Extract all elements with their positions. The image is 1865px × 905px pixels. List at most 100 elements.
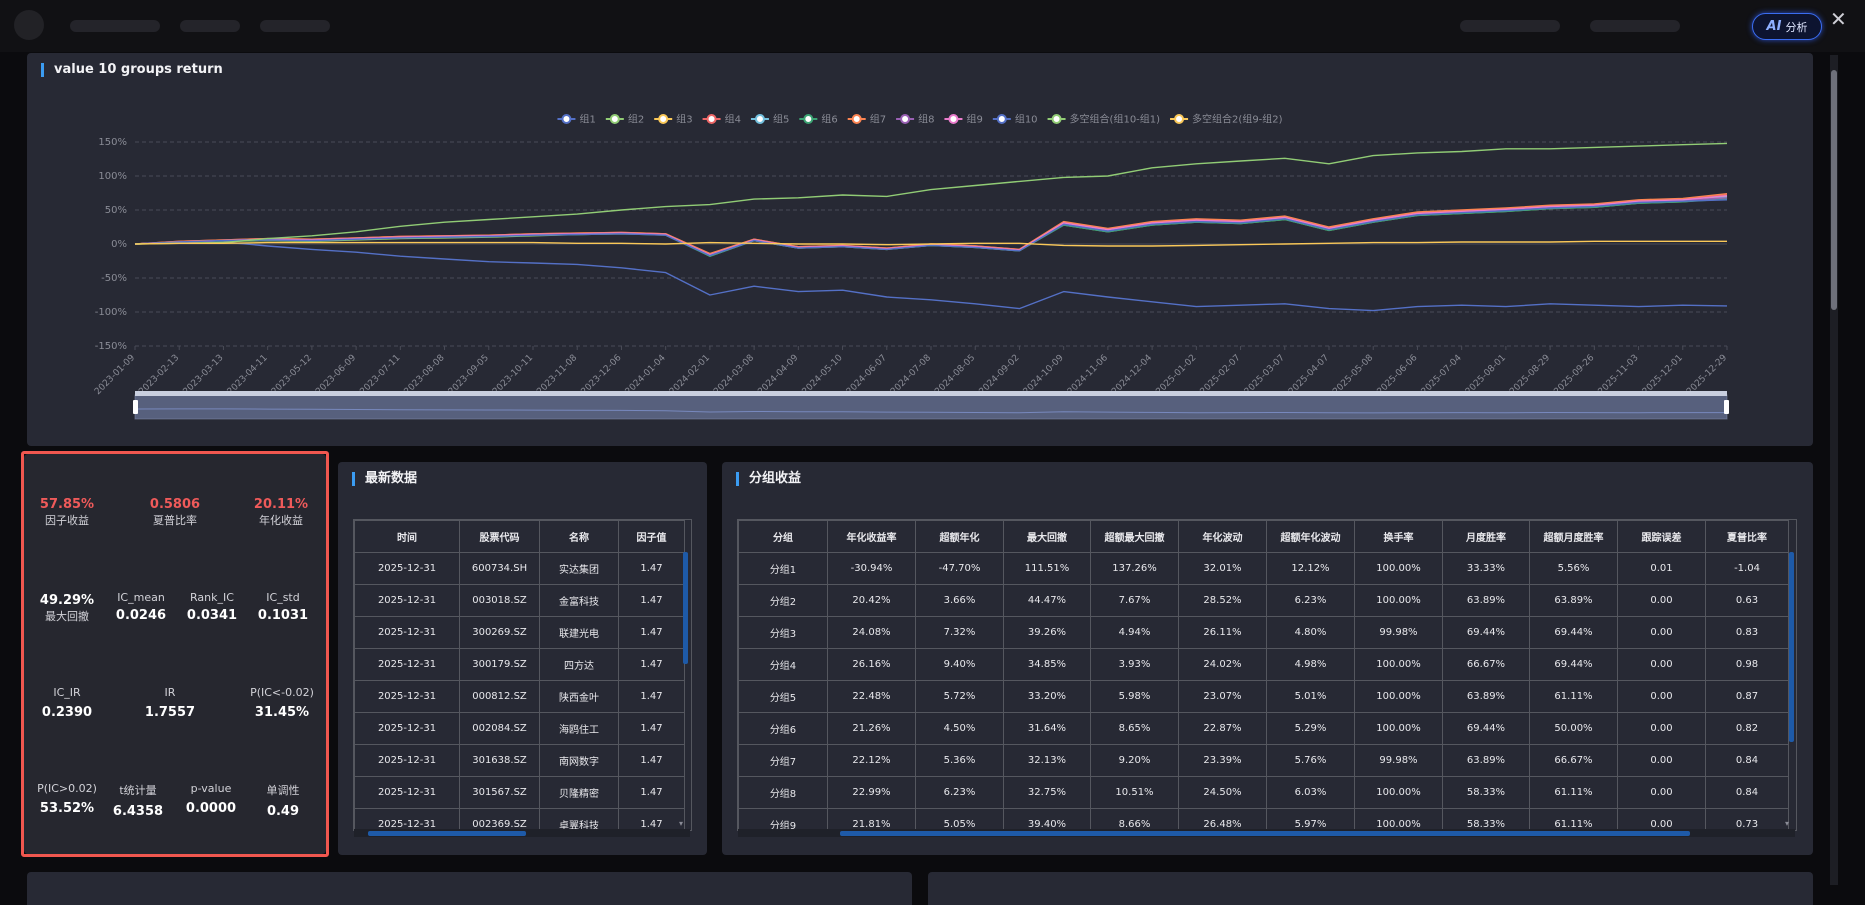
legend-label[interactable]: 组2 xyxy=(628,113,644,126)
legend-label[interactable]: 组1 xyxy=(579,113,595,126)
table-row[interactable]: 2025-12-31 300269.SZ 联建光电 1.47 xyxy=(354,616,685,649)
table-row[interactable]: 分组9 21.81% 5.05% 39.40% 8.66% 26.48% 5.97% 100.… xyxy=(738,808,1789,830)
column-header: 超额月度胜率 xyxy=(1529,520,1618,553)
legend-marker xyxy=(658,114,669,124)
legend-marker xyxy=(851,114,862,124)
table-row[interactable]: 2025-12-31 000812.SZ 陕西金叶 1.47 xyxy=(354,680,685,713)
legend-marker xyxy=(996,114,1007,124)
table-row[interactable]: 分组3 24.08% 7.32% 39.26% 4.94% 26.11% 4.80% 99.9… xyxy=(738,616,1789,649)
page-scroll-thumb[interactable] xyxy=(1831,70,1837,310)
table-row[interactable]: 分组4 26.16% 9.40% 34.85% 3.93% 24.02% 4.98% 100.… xyxy=(738,648,1789,681)
column-header: 年化波动 xyxy=(1178,520,1267,553)
table-row[interactable]: 2025-12-31 301567.SZ 贝隆精密 1.47 xyxy=(354,776,685,809)
stat-value: 20.11% xyxy=(253,497,309,512)
line-chart[interactable]: 150%100%50%0%-50%-100%-150%2023-01-09 202… xyxy=(27,53,1813,446)
table-cell: 0.00 xyxy=(1617,776,1706,809)
x-tick-label: 2024-11-06 xyxy=(1066,353,1110,397)
ai-analysis-button[interactable]: AI 分析 xyxy=(1752,13,1822,40)
vertical-scrollbar[interactable] xyxy=(683,552,688,664)
column-header: 因子值 xyxy=(618,520,685,553)
table-cell: 0.87 xyxy=(1705,680,1789,713)
legend-marker xyxy=(754,114,765,124)
table-cell: 66.67% xyxy=(1529,744,1618,777)
stat-factor-return: 57.85% 因子收益 xyxy=(32,497,102,528)
app-logo xyxy=(14,10,44,40)
stat-p-ic-negative: P(IC<-0.02) 31.45% xyxy=(242,686,322,720)
datazoom-preview xyxy=(134,408,1727,414)
group-return-table-wrap[interactable]: 分组 年化收益率 超额年化 最大回撤 超额最大回撤 年化波动 超额年化波动 换手率 月度胜率 超额… xyxy=(737,519,1797,831)
table-cell: 7.32% xyxy=(915,616,1004,649)
x-tick-label: 2025-11-03 xyxy=(1597,353,1641,397)
scroll-down-icon[interactable]: ▾ xyxy=(679,819,684,828)
legend-label[interactable]: 多空组合2(组9-组2) xyxy=(1192,113,1283,126)
stat-ir: IR 1.7557 xyxy=(135,686,205,720)
table-row[interactable]: 分组6 21.26% 4.50% 31.64% 8.65% 22.87% 5.29% 100.… xyxy=(738,712,1789,745)
table-row[interactable]: 2025-12-31 301638.SZ 南网数字 1.47 xyxy=(354,744,685,777)
legend-marker xyxy=(803,114,814,124)
table-cell: 50.00% xyxy=(1529,712,1618,745)
table-cell: 69.44% xyxy=(1442,616,1530,649)
table-cell: 0.01 xyxy=(1617,552,1706,585)
table-row[interactable]: 分组1 -30.94% -47.70% 111.51% 137.26% 32.01% 12.… xyxy=(738,552,1789,585)
legend-label[interactable]: 组9 xyxy=(966,113,982,126)
table-cell: -47.70% xyxy=(915,552,1004,585)
table-row[interactable]: 分组8 22.99% 6.23% 32.75% 10.51% 24.50% 6.03% 100… xyxy=(738,776,1789,809)
legend-label[interactable]: 组3 xyxy=(676,113,692,126)
stat-label: 因子收益 xyxy=(45,514,89,527)
table-row[interactable]: 2025-12-31 003018.SZ 金富科技 1.47 xyxy=(354,584,685,617)
latest-data-title: 最新数据 xyxy=(352,472,417,486)
legend-label[interactable]: 多空组合(组10-组1) xyxy=(1070,113,1161,126)
table-row[interactable]: 2025-12-31 600734.SH 实达集团 1.47 xyxy=(354,552,685,585)
table-row[interactable]: 分组5 22.48% 5.72% 33.20% 5.98% 23.07% 5.01% 100.… xyxy=(738,680,1789,713)
table-cell: 69.44% xyxy=(1442,712,1530,745)
legend-marker xyxy=(900,114,911,124)
x-tick-label: 2025-08-01 xyxy=(1464,353,1508,397)
table-cell: 分组9 xyxy=(738,808,828,830)
table-cell: 99.98% xyxy=(1354,744,1443,777)
latest-data-table-wrap[interactable]: 时间 股票代码 名称 因子值 2025-12-31 600734.SH 实达集团 1.47 2… xyxy=(353,519,692,831)
table-row[interactable]: 2025-12-31 300179.SZ 四方达 1.47 xyxy=(354,648,685,681)
x-tick-label: 2024-08-05 xyxy=(933,353,977,397)
table-row[interactable]: 2025-12-31 002084.SZ 海鸥住工 1.47 xyxy=(354,712,685,745)
stat-label: Rank_IC xyxy=(190,591,234,604)
legend-label[interactable]: 组10 xyxy=(1015,113,1038,126)
legend-label[interactable]: 组6 xyxy=(821,113,837,126)
table-cell: 100.00% xyxy=(1354,680,1443,713)
legend-label[interactable]: 组8 xyxy=(918,113,934,126)
table-cell: 1.47 xyxy=(618,744,685,777)
horizontal-scrollbar[interactable] xyxy=(368,831,526,836)
table-cell: 21.81% xyxy=(827,808,916,830)
scroll-down-icon[interactable]: ▾ xyxy=(1785,819,1790,828)
table-cell: 22.48% xyxy=(827,680,916,713)
x-tick-label: 2025-12-01 xyxy=(1641,353,1685,397)
close-icon[interactable]: ✕ xyxy=(1830,7,1847,31)
blurred-nav-item xyxy=(70,20,160,32)
legend-label[interactable]: 组5 xyxy=(773,113,789,126)
table-row[interactable]: 分组7 22.12% 5.36% 32.13% 9.20% 23.39% 5.76% 99.9… xyxy=(738,744,1789,777)
blurred-nav-item xyxy=(180,20,240,32)
legend-label[interactable]: 组4 xyxy=(725,113,741,126)
table-row[interactable]: 2025-12-31 002369.SZ 卓翼科技 1.47 xyxy=(354,808,685,830)
x-tick-label: 2023-09-05 xyxy=(447,353,491,397)
x-tick-label: 2025-06-06 xyxy=(1376,353,1420,397)
table-cell: 20.42% xyxy=(827,584,916,617)
stat-value: 6.4358 xyxy=(112,804,164,819)
table-row[interactable]: 分组2 20.42% 3.66% 44.47% 7.67% 28.52% 6.23% 100.… xyxy=(738,584,1789,617)
table-cell: 63.89% xyxy=(1529,584,1618,617)
table-cell: 分组3 xyxy=(738,616,828,649)
blurred-nav-item xyxy=(1460,20,1560,32)
table-cell: 5.97% xyxy=(1266,808,1355,830)
table-cell: 8.66% xyxy=(1090,808,1179,830)
x-tick-label: 2025-12-29 xyxy=(1685,353,1729,397)
table-cell: 24.50% xyxy=(1178,776,1267,809)
table-cell: 63.89% xyxy=(1442,744,1530,777)
vertical-scrollbar[interactable] xyxy=(1789,552,1794,742)
horizontal-scrollbar[interactable] xyxy=(840,831,1690,836)
chart-legend[interactable]: 组1 组2 组3 组4 组5 组6 组7 组8 组9 组10 多空组合(组10-组1) 多空组合2(组… xyxy=(557,113,1283,126)
page-scrollbar[interactable] xyxy=(1830,55,1838,885)
legend-label[interactable]: 组7 xyxy=(870,113,886,126)
table-cell: 61.11% xyxy=(1529,776,1618,809)
table-cell: 南网数字 xyxy=(539,744,619,777)
column-header: 换手率 xyxy=(1354,520,1443,553)
table-cell: 100.00% xyxy=(1354,712,1443,745)
